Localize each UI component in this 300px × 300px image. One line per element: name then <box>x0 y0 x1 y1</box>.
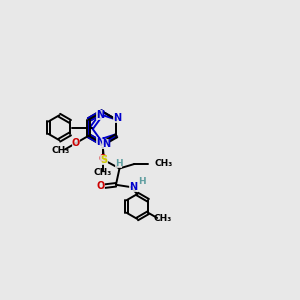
Text: N: N <box>96 137 104 147</box>
Text: O: O <box>96 181 105 191</box>
Text: S: S <box>100 155 108 165</box>
Text: N: N <box>113 113 121 123</box>
Text: N: N <box>102 139 110 149</box>
Text: CH₃: CH₃ <box>93 168 112 177</box>
Text: CH₃: CH₃ <box>154 214 172 223</box>
Text: N: N <box>129 182 137 192</box>
Text: CH₃: CH₃ <box>51 146 69 155</box>
Text: H: H <box>138 177 146 186</box>
Text: CH₃: CH₃ <box>154 160 172 169</box>
Text: H: H <box>115 159 122 168</box>
Text: N: N <box>96 110 104 120</box>
Text: O: O <box>98 154 107 164</box>
Text: O: O <box>72 138 80 148</box>
